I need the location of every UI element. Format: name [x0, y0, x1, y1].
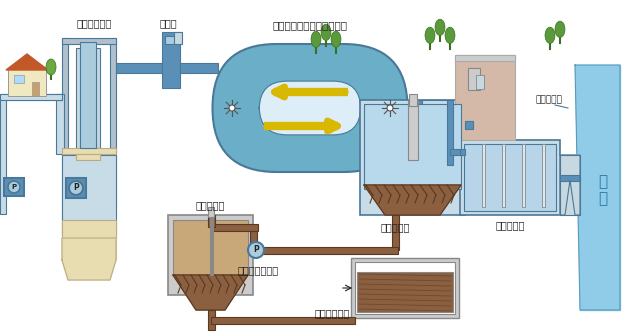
Bar: [522, 144, 525, 207]
FancyBboxPatch shape: [259, 81, 360, 135]
Bar: [110, 38, 116, 208]
Circle shape: [248, 242, 264, 258]
Bar: [249, 227, 256, 250]
Bar: [455, 55, 515, 61]
Ellipse shape: [445, 27, 455, 43]
Bar: [62, 220, 116, 260]
Bar: [355, 262, 455, 314]
Bar: [211, 316, 355, 323]
Bar: [174, 32, 182, 44]
Bar: [62, 148, 116, 154]
Bar: [207, 310, 215, 330]
Bar: [6, 94, 62, 100]
Bar: [542, 144, 545, 207]
Text: 流入ポンプ棟: 流入ポンプ棟: [77, 18, 112, 28]
Bar: [468, 68, 480, 90]
Ellipse shape: [545, 27, 555, 43]
Bar: [0, 94, 6, 214]
Bar: [465, 121, 473, 129]
Bar: [560, 175, 580, 181]
Bar: [357, 272, 453, 312]
Bar: [447, 100, 453, 165]
Bar: [416, 100, 451, 115]
Bar: [56, 94, 64, 154]
Bar: [408, 100, 418, 160]
Ellipse shape: [555, 21, 565, 37]
Bar: [32, 82, 39, 96]
Polygon shape: [173, 275, 248, 310]
Text: P: P: [73, 183, 79, 192]
Bar: [560, 155, 580, 215]
Circle shape: [69, 181, 83, 195]
Bar: [14, 75, 24, 83]
Text: オキシデーションディッチ: オキシデーションディッチ: [273, 20, 347, 30]
Bar: [460, 140, 560, 215]
Bar: [173, 220, 248, 275]
Bar: [76, 48, 80, 203]
Bar: [409, 94, 417, 106]
Bar: [116, 63, 162, 73]
FancyBboxPatch shape: [212, 44, 408, 172]
Bar: [211, 223, 258, 230]
Bar: [210, 215, 212, 275]
Bar: [391, 215, 399, 250]
Bar: [460, 149, 465, 155]
Polygon shape: [575, 65, 620, 310]
Text: 最終沈殿池: 最終沈殿池: [381, 222, 409, 232]
Bar: [4, 178, 24, 196]
Bar: [168, 215, 253, 295]
Ellipse shape: [331, 31, 341, 47]
Circle shape: [387, 105, 393, 111]
Bar: [207, 215, 215, 227]
Bar: [414, 100, 422, 148]
Bar: [502, 144, 505, 207]
Bar: [62, 155, 116, 235]
Bar: [455, 55, 515, 140]
Polygon shape: [62, 238, 116, 280]
Bar: [360, 100, 465, 215]
Bar: [165, 36, 177, 44]
Bar: [450, 149, 490, 155]
Bar: [476, 75, 484, 89]
Bar: [96, 48, 100, 148]
Bar: [66, 178, 86, 198]
Text: 処理水放流: 処理水放流: [535, 96, 562, 105]
Text: P: P: [253, 245, 259, 254]
Text: 汚泥濃縮槽: 汚泥濃縮槽: [195, 200, 225, 210]
Ellipse shape: [435, 19, 445, 35]
Circle shape: [8, 181, 20, 193]
Bar: [8, 68, 46, 96]
Polygon shape: [560, 155, 580, 215]
Bar: [253, 246, 398, 253]
Ellipse shape: [311, 31, 321, 47]
Text: 分配槽: 分配槽: [159, 18, 177, 28]
Text: P: P: [11, 184, 16, 190]
Ellipse shape: [425, 27, 435, 43]
Bar: [208, 207, 214, 217]
Bar: [351, 258, 459, 318]
Bar: [482, 144, 485, 207]
Text: 新
川: 新 川: [598, 174, 607, 206]
Ellipse shape: [46, 59, 56, 75]
Bar: [464, 144, 556, 211]
Bar: [62, 38, 68, 238]
Bar: [0, 94, 62, 100]
Bar: [162, 32, 180, 88]
Text: 汚泥貯留槽へ: 汚泥貯留槽へ: [315, 308, 350, 318]
Bar: [80, 42, 96, 148]
Ellipse shape: [321, 24, 331, 40]
Bar: [62, 38, 116, 44]
Bar: [416, 100, 451, 160]
Polygon shape: [364, 185, 461, 215]
Polygon shape: [6, 54, 48, 70]
Bar: [180, 63, 218, 73]
Text: 塩素混和池: 塩素混和池: [495, 220, 524, 230]
Bar: [364, 104, 461, 189]
Bar: [76, 154, 100, 160]
Circle shape: [229, 105, 235, 111]
Bar: [393, 133, 418, 141]
Text: 余剰汚泥ポンプ: 余剰汚泥ポンプ: [237, 265, 279, 275]
